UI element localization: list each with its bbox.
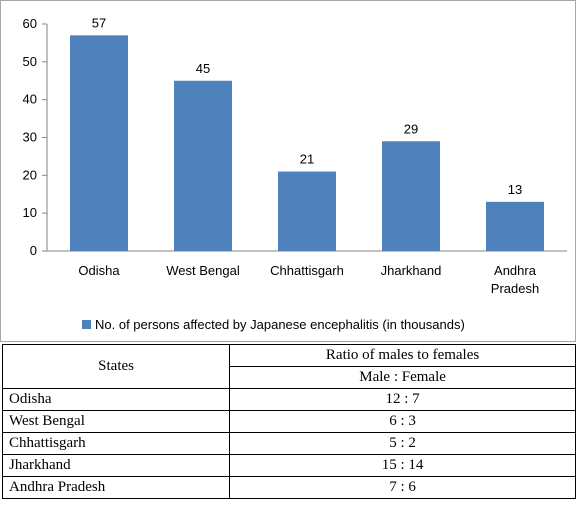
header-states: States <box>1 344 231 389</box>
state-cell: Jharkhand <box>1 454 231 477</box>
bar <box>70 35 128 251</box>
bar <box>278 171 336 251</box>
category-label: West Bengal <box>166 263 240 278</box>
table-row: Andhra Pradesh 7 : 6 <box>1 476 576 499</box>
y-tick-label: 40 <box>23 92 37 107</box>
chart-container: 0 10 20 30 40 50 60 57 Odisha 45 West Bengal 21 Chha… <box>0 0 576 342</box>
ratio-cell: 7 : 6 <box>229 476 576 499</box>
data-label: 45 <box>196 61 210 76</box>
ratio-cell: 6 : 3 <box>229 410 576 433</box>
data-label: 21 <box>300 152 314 167</box>
bar-chart: 0 10 20 30 40 50 60 57 Odisha 45 West Bengal 21 Chha… <box>23 15 567 332</box>
ratio-table: States Ratio of males to females Male : … <box>1 344 576 499</box>
table-header-row: States Ratio of males to females <box>1 344 576 389</box>
y-tick-label: 0 <box>30 243 37 258</box>
data-label: 57 <box>92 15 106 30</box>
category-label: Odisha <box>78 263 120 278</box>
y-tick-label: 60 <box>23 16 37 31</box>
ratio-cell: 15 : 14 <box>229 454 576 477</box>
legend-swatch <box>82 320 91 329</box>
state-cell: West Bengal <box>1 410 231 433</box>
state-cell: Odisha <box>1 388 231 411</box>
header-ratio: Ratio of males to females <box>229 344 576 367</box>
table-row: West Bengal 6 : 3 <box>1 410 576 433</box>
state-cell: Andhra Pradesh <box>1 476 231 499</box>
table-row: Jharkhand 15 : 14 <box>1 454 576 477</box>
table-row: Odisha 12 : 7 <box>1 388 576 411</box>
data-label: 13 <box>508 182 522 197</box>
state-cell: Chhattisgarh <box>1 432 231 455</box>
table-row: Chhattisgarh 5 : 2 <box>1 432 576 455</box>
category-label: Chhattisgarh <box>270 263 344 278</box>
y-tick-label: 50 <box>23 54 37 69</box>
legend: No. of persons affected by Japanese ence… <box>82 317 465 332</box>
y-tick-label: 20 <box>23 167 37 182</box>
bar <box>174 80 232 251</box>
legend-label: No. of persons affected by Japanese ence… <box>95 317 465 332</box>
ratio-cell: 12 : 7 <box>229 388 576 411</box>
bar <box>486 201 544 251</box>
ratio-cell: 5 : 2 <box>229 432 576 455</box>
bar <box>382 141 440 251</box>
y-tick-label: 10 <box>23 205 37 220</box>
data-label: 29 <box>404 121 418 136</box>
header-male-female: Male : Female <box>229 366 576 389</box>
category-label: Jharkhand <box>381 263 442 278</box>
category-label: Andhra Pradesh <box>491 263 539 296</box>
y-tick-label: 30 <box>23 130 37 145</box>
